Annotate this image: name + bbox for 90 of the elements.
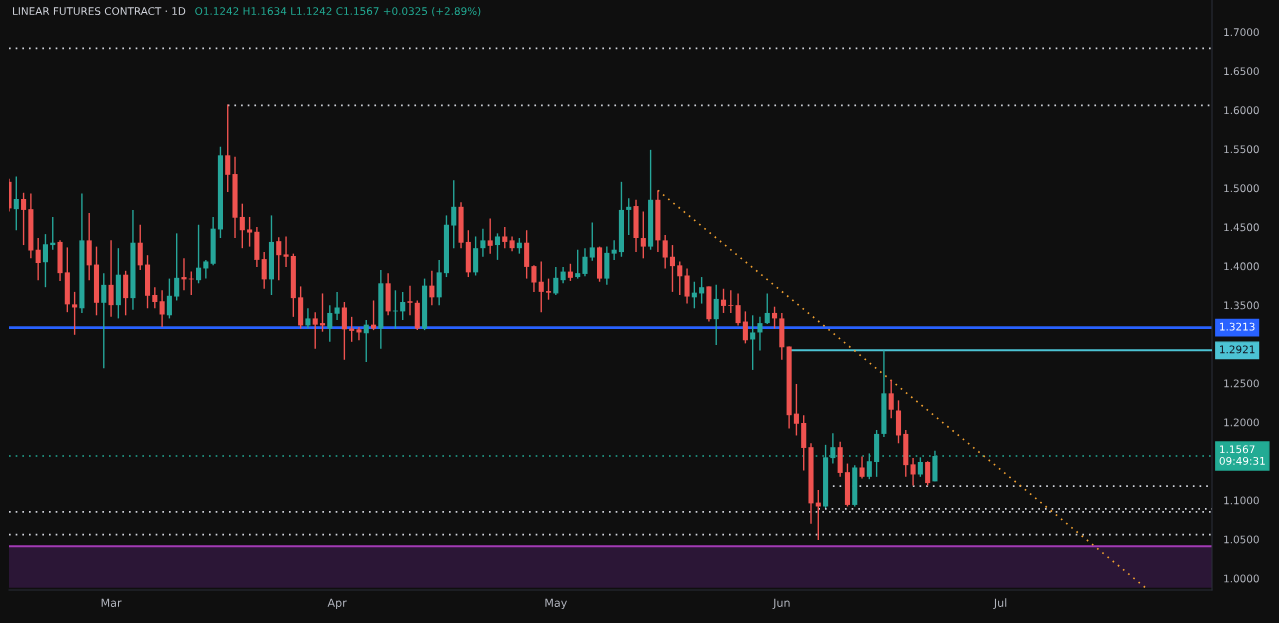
ref-line-label: 1.1567 09:49:31: [1219, 445, 1265, 465]
candlestick: [152, 286, 158, 309]
candlestick: [42, 233, 49, 288]
y-tick-label: 1.6500: [1224, 67, 1259, 76]
candlestick: [327, 304, 333, 343]
candlestick: [910, 457, 916, 487]
y-tick-label: 1.4500: [1224, 223, 1259, 232]
candlestick: [888, 379, 894, 420]
candlestick: [684, 267, 690, 305]
y-tick-label: 1.1000: [1224, 496, 1259, 505]
candlestick: [720, 288, 727, 314]
y-tick-label: 1.0500: [1224, 535, 1259, 544]
candlestick: [108, 239, 114, 318]
candlestick: [611, 239, 617, 261]
candlestick: [626, 197, 632, 236]
candlestick: [750, 314, 756, 371]
candlestick: [538, 260, 544, 313]
text: LINEAR FUTURES CONTRACT · 1D: [13, 7, 186, 16]
candlestick: [196, 224, 202, 284]
y-tick-label: 1.2500: [1224, 379, 1259, 388]
candlestick: [677, 260, 683, 296]
candlestick: [13, 175, 19, 231]
candlestick: [225, 103, 231, 193]
candlestick: [400, 291, 406, 321]
candlestick: [370, 299, 377, 331]
candlestick: [247, 216, 253, 248]
candlestick: [451, 179, 457, 249]
candlestick: [545, 277, 552, 301]
candlestick: [283, 235, 289, 268]
candlestick: [793, 383, 799, 437]
candlestick: [305, 307, 311, 330]
candlestick: [764, 292, 770, 325]
x-tick-label: Apr: [327, 598, 347, 610]
candlestick: [174, 232, 180, 302]
y-tick-label: 1.4000: [1224, 262, 1259, 271]
candlestick: [480, 227, 486, 258]
candlestick: [137, 224, 143, 271]
x-tick-label: Jun: [772, 598, 790, 609]
candlestick: [575, 249, 581, 280]
candlestick: [239, 202, 245, 249]
candlestick: [261, 251, 267, 290]
y-tick-label: 1.6000: [1224, 106, 1259, 115]
candlestick: [363, 319, 369, 363]
candlestick: [123, 270, 129, 316]
y-tick-label: 1.7000: [1224, 28, 1259, 37]
candlestick: [502, 226, 508, 249]
candlestick: [203, 259, 209, 280]
candlestick: [553, 266, 559, 296]
candlestick: [662, 234, 668, 270]
candlestick: [312, 311, 318, 350]
candlestick: [72, 291, 78, 336]
candlestick: [429, 270, 435, 306]
candlestick: [21, 192, 27, 246]
candlestick: [669, 244, 676, 293]
ref-line-label: 1.3213: [1220, 322, 1255, 331]
candlestick: [728, 289, 734, 314]
text: O1.1242 H1.1634 L1.1242 C1.1567 +0.0325 (+2.89%): [195, 6, 481, 17]
candlestick: [531, 264, 537, 293]
candlestick: [713, 284, 719, 346]
y-tick-label: 1.5500: [1224, 145, 1259, 154]
candlestick: [101, 272, 107, 370]
candlestick: [276, 236, 282, 281]
candlestick: [181, 257, 187, 292]
candlestick: [925, 460, 931, 487]
candlestick: [159, 289, 165, 328]
y-tick-label: 1.0000: [1224, 574, 1259, 583]
candlestick: [859, 455, 865, 480]
x-tick-label: May: [545, 598, 567, 610]
candlestick: [757, 316, 763, 352]
candlestick: [582, 247, 588, 277]
data-label: 1.2921: [1220, 345, 1255, 354]
y-tick-label: 1.5000: [1224, 184, 1259, 193]
candlestick: [334, 291, 340, 321]
candlestick: [735, 292, 741, 327]
y-tick-label: 1.3500: [1224, 301, 1259, 310]
candlestick: [917, 456, 923, 478]
candlestick: [589, 221, 595, 262]
candlestick: [35, 237, 41, 281]
x-tick-label: Mar: [101, 598, 122, 607]
candlestick: [640, 210, 646, 260]
candlestick: [487, 217, 493, 255]
candlestick: [356, 326, 362, 341]
x-tick-label: Jul: [993, 598, 1007, 609]
candlestick: [699, 276, 705, 305]
candlestick: [341, 301, 347, 361]
candlestick: [407, 284, 413, 316]
candlestick: [166, 277, 172, 320]
y-tick-label: 1.2000: [1224, 418, 1259, 427]
candlestick: [742, 310, 748, 345]
candlestick: [494, 232, 501, 261]
